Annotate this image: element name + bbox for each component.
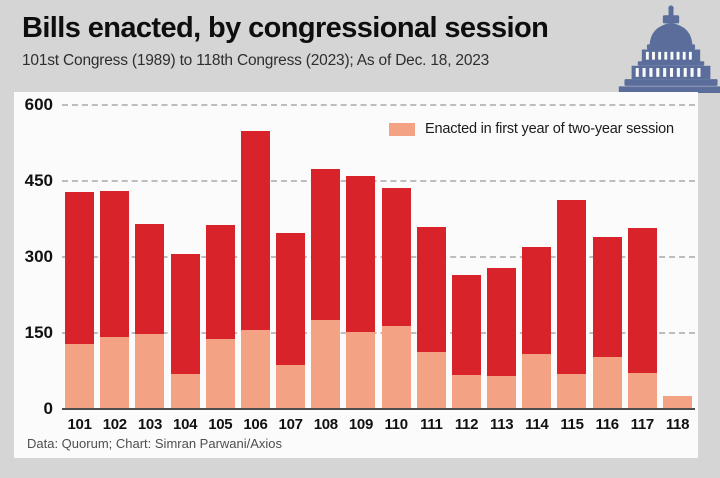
x-label-107: 107 [278,416,303,433]
bars-container [62,106,695,410]
y-tick-300: 300 [24,247,53,266]
bar-118 [663,396,692,410]
bar-slot-102 [97,106,132,410]
bar-110 [381,188,411,410]
bar-115-first-year-segment [557,373,587,410]
bar-107-first-year-segment [276,364,306,410]
gridline-600: 600 [25,95,695,114]
bar-111-first-year-segment [416,352,446,410]
bar-109 [346,176,376,410]
bar-114 [522,246,552,410]
bar-slot-105 [203,106,238,410]
x-label-114: 114 [525,416,549,433]
bar-slot-104 [168,106,203,410]
bar-103 [135,223,165,410]
bar-slot-109 [343,106,378,410]
bar-108 [311,169,341,410]
x-label-117: 117 [630,416,655,433]
x-label-102: 102 [102,416,127,433]
bar-101-first-year-segment [65,344,95,410]
page-subtitle: 101st Congress (1989) to 118th Congress … [22,52,490,70]
bar-slot-112 [449,106,484,410]
bar-slot-118 [660,106,695,410]
gridline-300: 300 [25,247,695,266]
bar-slot-114 [519,106,554,410]
y-tick-150: 150 [24,323,53,342]
bar-108-first-year-segment [311,320,341,410]
x-label-116: 116 [595,416,620,433]
gridline-0: 0 [44,399,695,418]
x-label-113: 113 [489,416,514,433]
bar-105-first-year-segment [205,339,235,410]
bar-slot-101 [62,106,97,410]
x-label-108: 108 [313,416,338,433]
x-label-112: 112 [454,416,479,433]
bar-117-first-year-segment [627,372,657,410]
x-label-104: 104 [173,416,198,433]
bar-slot-117 [625,106,660,410]
bar-slot-107 [273,106,308,410]
bar-115 [557,199,587,410]
y-tick-600: 600 [24,95,53,114]
bar-slot-111 [414,106,449,410]
x-axis-labels: 101 102 103 104 105 106 107 108 109 110 111 112 113 1… [62,416,695,433]
bar-101 [65,192,95,410]
bar-114-first-year-segment [522,354,552,410]
plot-area: 0 150 300 450 600 [25,95,695,418]
bar-102-first-year-segment [100,337,130,410]
bar-112-first-year-segment [451,374,481,410]
bar-slot-106 [238,106,273,410]
gridline-150: 150 [25,323,695,342]
legend: Enacted in first year of two-year sessio… [389,121,674,137]
chart-card: 0 150 300 450 600 101 102 103 104 105 106 107 108 10… [14,92,698,458]
y-tick-450: 450 [24,171,53,190]
bar-110-first-year-segment [381,326,411,410]
x-label-118: 118 [665,416,690,433]
x-label-103: 103 [137,416,162,433]
bar-112 [451,274,481,410]
bar-117 [627,227,657,410]
bar-113 [487,268,517,410]
bar-109-first-year-segment [346,331,376,410]
bar-103-first-year-segment [135,334,165,410]
bar-slot-108 [308,106,343,410]
bar-113-first-year-segment [487,375,517,410]
bar-111 [416,226,446,410]
bar-slot-113 [484,106,519,410]
bar-slot-116 [590,106,625,410]
bar-slot-110 [379,106,414,410]
x-label-106: 106 [243,416,268,433]
capitol-icon [618,5,720,93]
x-label-115: 115 [560,416,584,433]
bar-slot-115 [554,106,589,410]
x-label-101: 101 [67,416,92,433]
bar-106 [240,131,270,410]
legend-label: Enacted in first year of two-year sessio… [425,121,674,137]
page-title: Bills enacted, by congressional session [22,12,549,44]
bar-slot-103 [132,106,167,410]
bar-116-first-year-segment [592,356,622,410]
bar-104-first-year-segment [170,373,200,410]
bar-116 [592,236,622,410]
source-credit: Data: Quorum; Chart: Simran Parwani/Axio… [27,436,283,451]
chart-header: Bills enacted, by congressional session … [22,12,622,70]
x-label-105: 105 [208,416,233,433]
bar-106-first-year-segment [240,329,270,410]
y-tick-0: 0 [43,399,53,418]
bar-105 [205,224,235,410]
bar-104 [170,254,200,410]
gridline-450: 450 [25,171,695,190]
x-label-111: 111 [420,416,443,433]
x-label-109: 109 [348,416,374,433]
legend-swatch-first-year [389,122,415,136]
x-label-110: 110 [384,416,408,433]
bar-107 [276,233,306,410]
bar-118-first-year-segment [663,396,692,410]
bar-102 [100,191,130,410]
